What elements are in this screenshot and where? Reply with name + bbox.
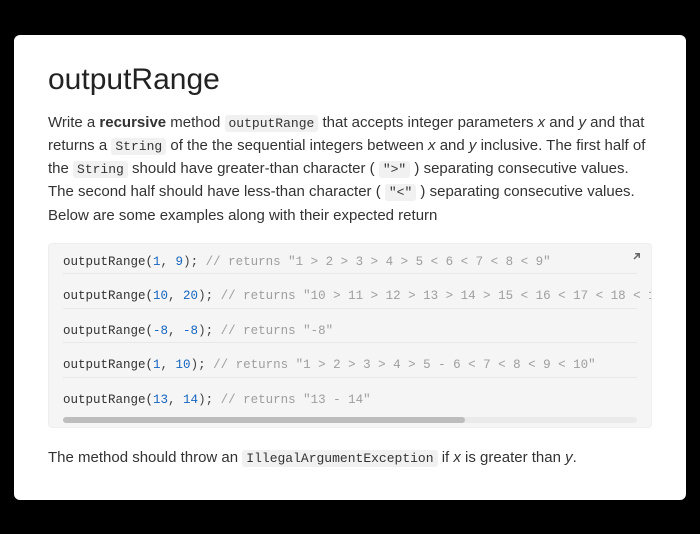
code-comment: // returns "1 > 2 > 3 > 4 > 5 < 6 < 7 < … [198, 255, 551, 269]
code-number: 20 [183, 289, 198, 303]
code-sep: , [161, 358, 176, 372]
code-sep: , [168, 324, 183, 338]
code-examples-block: outputRange(1, 9); // returns "1 > 2 > 3… [48, 243, 652, 429]
code-close: ); [198, 324, 213, 338]
inline-code: String [73, 161, 128, 178]
expand-icon[interactable] [627, 252, 641, 266]
code-line: outputRange(13, 14); // returns "13 - 14… [63, 392, 637, 412]
code-number: 14 [183, 393, 198, 407]
code-close: ); [191, 358, 206, 372]
code-line: outputRange(1, 10); // returns "1 > 2 > … [63, 357, 637, 378]
code-fn: outputRange( [63, 289, 153, 303]
desc-text: method [166, 114, 224, 131]
code-number: 1 [153, 255, 161, 269]
footer-var: x [453, 449, 461, 466]
code-fn: outputRange( [63, 358, 153, 372]
code-sep: , [168, 393, 183, 407]
code-line: outputRange(10, 20); // returns "10 > 11… [63, 288, 637, 309]
code-number: 13 [153, 393, 168, 407]
horizontal-scrollbar[interactable] [63, 417, 637, 423]
code-comment: // returns "13 - 14" [213, 393, 371, 407]
problem-title: outputRange [48, 63, 652, 97]
problem-card: outputRange Write a recursive method out… [14, 35, 686, 500]
desc-text: Write a [48, 114, 99, 131]
footer-text: . [573, 449, 577, 466]
code-number: -8 [183, 324, 198, 338]
problem-description: Write a recursive method outputRange tha… [48, 111, 652, 227]
code-comment: // returns "10 > 11 > 12 > 13 > 14 > 15 … [213, 289, 652, 303]
code-fn: outputRange( [63, 393, 153, 407]
footer-var: y [565, 449, 573, 466]
desc-var: x [538, 114, 546, 131]
inline-code: outputRange [225, 115, 319, 132]
desc-bold: recursive [99, 114, 166, 131]
code-fn: outputRange( [63, 324, 153, 338]
footer-text: if [438, 449, 454, 466]
code-fn: outputRange( [63, 255, 153, 269]
desc-text: and [545, 114, 578, 131]
code-number: 9 [176, 255, 184, 269]
inline-code: String [111, 138, 166, 155]
code-number: 10 [153, 289, 168, 303]
inline-code: IllegalArgumentException [242, 450, 437, 467]
code-number: 10 [176, 358, 191, 372]
desc-text: that accepts integer parameters [318, 114, 537, 131]
desc-var: x [428, 137, 436, 154]
code-line: outputRange(-8, -8); // returns "-8" [63, 323, 637, 344]
code-number: 1 [153, 358, 161, 372]
scrollbar-thumb[interactable] [63, 417, 465, 423]
code-sep: , [161, 255, 176, 269]
inline-code: "<" [385, 184, 416, 201]
desc-text: and [436, 137, 469, 154]
code-comment: // returns "-8" [213, 324, 333, 338]
problem-footer: The method should throw an IllegalArgume… [48, 446, 652, 469]
code-line: outputRange(1, 9); // returns "1 > 2 > 3… [63, 254, 637, 275]
footer-text: The method should throw an [48, 449, 242, 466]
desc-text: of the the sequential integers between [166, 137, 428, 154]
desc-text: should have greater-than character ( [128, 160, 379, 177]
code-sep: , [168, 289, 183, 303]
code-comment: // returns "1 > 2 > 3 > 4 > 5 - 6 < 7 < … [206, 358, 596, 372]
code-close: ); [198, 393, 213, 407]
footer-text: is greater than [461, 449, 565, 466]
code-close: ); [183, 255, 198, 269]
desc-var: y [578, 114, 586, 131]
inline-code: ">" [379, 161, 410, 178]
code-close: ); [198, 289, 213, 303]
code-number: -8 [153, 324, 168, 338]
